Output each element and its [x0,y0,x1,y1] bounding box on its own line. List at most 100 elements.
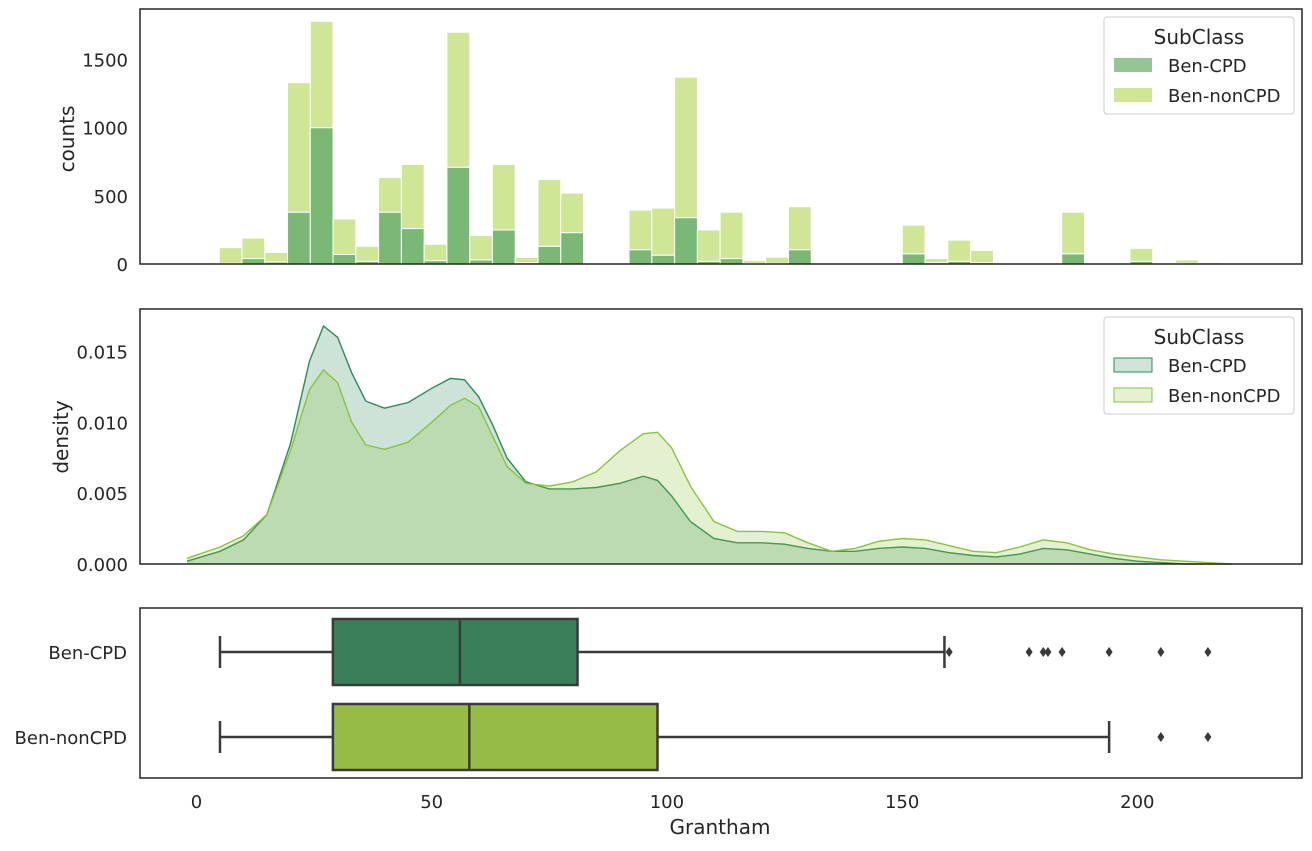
y-tick-label: 0.015 [76,343,128,364]
histogram-bar-ben-noncpd [218,247,243,264]
histogram-bar-ben-noncpd [560,192,585,234]
y-tick-label: 0.010 [76,413,128,434]
histogram-bar-ben-noncpd [355,245,380,262]
density-panel: 0.000 0.005 0.010 0.015 density SubClass Be… [49,308,1303,576]
box-ben-cpd [331,617,579,687]
y-tick-label: 0.000 [76,555,128,576]
histogram-bar-ben-noncpd [1129,247,1154,262]
outlier-ben-cpd [1025,647,1033,657]
histogram-bar-ben-noncpd [469,234,493,261]
boxplot-panel: Ben-CPD Ben-nonCPD 0 50 100 150 200 Grantham [15,607,1303,839]
histogram-bar-ben-cpd [287,211,311,265]
histogram-bar-ben-cpd [1061,253,1085,265]
legend-swatch-ben-noncpd [1113,387,1153,403]
x-tick-label: 0 [191,792,202,813]
histogram-bar-ben-cpd [537,245,562,265]
histogram-bar-ben-noncpd [537,178,562,247]
histogram-bar-ben-noncpd [241,237,266,260]
histogram-bar-ben-noncpd [742,260,767,264]
histogram-bar-ben-cpd [332,253,357,265]
histogram-bar-ben-cpd [901,253,926,265]
density-line-ben-cpd [186,324,1232,565]
legend-swatch-ben-cpd [1114,58,1152,72]
outlier-ben-cpd [1204,647,1212,657]
histogram-bars [218,20,1222,265]
histogram-bar-ben-cpd [400,228,425,265]
histogram-bar-ben-noncpd [332,218,357,255]
histogram-bar-ben-noncpd [264,251,289,263]
histogram-bar-ben-noncpd [628,209,653,251]
histogram-bar-ben-noncpd [287,82,311,213]
outlier-ben-cpd [1044,647,1052,657]
outlier-ben-cpd [1039,647,1047,657]
box-ben-noncpd [331,702,659,772]
density-area-ben-cpd [187,326,1232,564]
y-tick-label: 0 [117,255,128,276]
y-tick-label: 500 [94,187,128,208]
boxplot-category-labels: Ben-CPD Ben-nonCPD [15,643,127,749]
y-tick-label: 0.005 [76,484,128,505]
x-axis-label: Grantham [670,815,771,839]
histogram-panel: 0 500 1000 1500 counts SubClass Ben-CPD Ben… [55,8,1303,276]
density-area-ben-noncpd [187,369,1232,564]
histogram-bar-ben-noncpd [651,207,676,256]
density-line-ben-noncpd [186,368,1232,565]
boxplot-boxes [218,617,1212,772]
outlier-ben-noncpd [1204,732,1212,742]
histogram-bar-ben-noncpd [674,76,698,219]
histogram-bar-ben-cpd [378,211,402,265]
density-legend: SubClass Ben-CPD Ben-nonCPD [1103,316,1295,415]
histogram-bar-ben-noncpd [309,20,334,129]
histogram-bar-ben-noncpd [400,163,425,230]
histogram-bar-ben-cpd [628,249,653,265]
density-frame [139,308,1303,565]
histogram-bar-ben-noncpd [491,163,516,231]
y-tick-label: 1500 [82,50,128,71]
histogram-bar-ben-noncpd [378,176,402,213]
density-ylabel: density [49,400,73,473]
histogram-bar-ben-cpd [241,258,266,265]
histogram-bar-ben-cpd [651,254,676,265]
histogram-bar-ben-cpd [491,229,516,265]
x-tick-label: 200 [1120,792,1154,813]
histogram-bar-ben-noncpd [423,243,448,262]
density-areas [186,324,1232,565]
histogram-bar-ben-noncpd [947,239,972,262]
outlier-ben-noncpd [1157,732,1165,742]
legend-label-ben-noncpd: Ben-nonCPD [1168,86,1280,107]
outlier-ben-cpd [1058,647,1066,657]
histogram-bar-ben-cpd [787,249,812,265]
histogram-bar-ben-cpd [309,127,334,265]
y-tick-label: 1000 [82,119,128,140]
histogram-frame [139,8,1303,265]
legend-swatch-ben-noncpd [1114,88,1152,102]
legend-label-ben-cpd: Ben-CPD [1168,56,1247,77]
histogram-bar-ben-cpd [719,258,744,265]
histogram-bar-ben-noncpd [901,224,926,255]
category-label: Ben-CPD [48,643,127,664]
histogram-bar-ben-noncpd [787,206,812,251]
histogram-y-ticks: 0 500 1000 1500 [82,50,128,276]
outlier-ben-cpd [1105,647,1113,657]
category-label: Ben-nonCPD [15,728,127,749]
histogram-bar-ben-noncpd [924,258,949,264]
legend-title: SubClass [1154,325,1245,349]
legend-title: SubClass [1154,25,1245,49]
histogram-bar-ben-noncpd [1061,211,1085,255]
boxplot-frame [139,607,1303,779]
legend-swatch-ben-cpd [1113,357,1153,373]
histogram-bar-ben-cpd [674,217,698,265]
outlier-ben-cpd [945,647,953,657]
histogram-ylabel: counts [55,106,79,173]
x-tick-label: 100 [650,792,684,813]
histogram-bar-ben-noncpd [514,256,539,264]
histogram-bar-ben-noncpd [1175,259,1199,264]
outlier-ben-cpd [1157,647,1165,657]
histogram-bar-ben-noncpd [970,249,994,264]
histogram-bar-ben-cpd [446,166,471,265]
x-tick-label: 150 [885,792,919,813]
x-tick-label: 50 [420,792,443,813]
histogram-bar-ben-noncpd [765,256,789,264]
legend-label-ben-cpd: Ben-CPD [1168,356,1247,377]
